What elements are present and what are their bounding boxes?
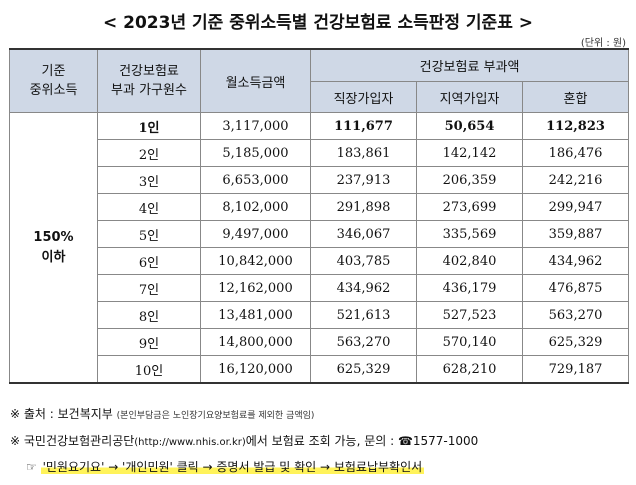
header-employee: 직장가입자 bbox=[310, 81, 417, 113]
table-row: 5인 9,497,000 346,067 335,569 359,887 bbox=[10, 220, 630, 248]
path-note: ☞ '민원요기요' → '개인민원' 클릭 → 증명서 발급 및 확인 → 보험… bbox=[26, 458, 425, 475]
cell-regional: 335,569 bbox=[416, 220, 523, 248]
page-title: < 2023년 기준 중위소득별 건강보험료 소득판정 기준표 > bbox=[102, 13, 534, 33]
cell-income: 5,185,000 bbox=[200, 139, 311, 167]
cell-mixed: 242,216 bbox=[521, 166, 630, 194]
cell-mixed: 112,823 bbox=[521, 112, 630, 140]
cell-income: 9,497,000 bbox=[200, 220, 311, 248]
cell-regional: 527,523 bbox=[416, 301, 523, 329]
menu-path-highlight: '민원요기요' → '개인민원' 클릭 → 증명서 발급 및 확인 → 보험료납… bbox=[40, 460, 425, 474]
cell-mixed: 434,962 bbox=[521, 247, 630, 275]
header-regional: 지역가입자 bbox=[416, 81, 523, 113]
cell-mixed: 729,187 bbox=[521, 355, 630, 384]
cell-income: 12,162,000 bbox=[200, 274, 311, 302]
cell-members: 4인 bbox=[97, 193, 201, 221]
cell-mixed: 299,947 bbox=[521, 193, 630, 221]
cell-mixed: 625,329 bbox=[521, 328, 630, 356]
cell-employee: 183,861 bbox=[310, 139, 417, 167]
header-mixed: 혼합 bbox=[521, 81, 630, 113]
cell-regional: 436,179 bbox=[416, 274, 523, 302]
cell-mixed: 476,875 bbox=[521, 274, 630, 302]
table-row: 3인 6,653,000 237,913 206,359 242,216 bbox=[10, 166, 630, 194]
inquiry-note: ※ 국민건강보험관리공단(http://www.nhis.or.kr)에서 보험… bbox=[10, 432, 478, 449]
cell-employee: 434,962 bbox=[310, 274, 417, 302]
cell-employee: 346,067 bbox=[310, 220, 417, 248]
cell-income: 3,117,000 bbox=[200, 112, 311, 140]
source-note: ※ 출처 : 보건복지부 (본인부담금은 노인장기요양보험료를 제외한 금액임) bbox=[10, 405, 314, 422]
header-monthly-income: 월소득금액 bbox=[200, 48, 311, 113]
table-row: 6인 10,842,000 403,785 402,840 434,962 bbox=[10, 247, 630, 275]
cell-mixed: 563,270 bbox=[521, 301, 630, 329]
cell-members: 10인 bbox=[97, 355, 201, 384]
cell-income: 8,102,000 bbox=[200, 193, 311, 221]
cell-income: 14,800,000 bbox=[200, 328, 311, 356]
cell-regional: 273,699 bbox=[416, 193, 523, 221]
table-row: 10인 16,120,000 625,329 628,210 729,187 bbox=[10, 355, 630, 384]
cell-income: 13,481,000 bbox=[200, 301, 311, 329]
group-label: 150% 이하 bbox=[9, 112, 98, 384]
cell-income: 6,653,000 bbox=[200, 166, 311, 194]
table-row: 8인 13,481,000 521,613 527,523 563,270 bbox=[10, 301, 630, 329]
table-row: 2인 5,185,000 183,861 142,142 186,476 bbox=[10, 139, 630, 167]
cell-members: 8인 bbox=[97, 301, 201, 329]
cell-mixed: 359,887 bbox=[521, 220, 630, 248]
cell-regional: 402,840 bbox=[416, 247, 523, 275]
header-median-income: 기준 중위소득 bbox=[9, 48, 98, 113]
cell-employee: 403,785 bbox=[310, 247, 417, 275]
cell-regional: 570,140 bbox=[416, 328, 523, 356]
cell-employee: 521,613 bbox=[310, 301, 417, 329]
cell-mixed: 186,476 bbox=[521, 139, 630, 167]
pointing-hand-icon: ☞ bbox=[26, 460, 41, 474]
table-row: 150% 이하 1인 3,117,000 111,677 50,654 112,823 bbox=[9, 112, 630, 384]
cell-income: 10,842,000 bbox=[200, 247, 311, 275]
cell-members: 5인 bbox=[97, 220, 201, 248]
cell-employee: 563,270 bbox=[310, 328, 417, 356]
cell-members: 7인 bbox=[97, 274, 201, 302]
header-household-members: 건강보험료 부과 가구원수 bbox=[97, 48, 201, 113]
cell-regional: 142,142 bbox=[416, 139, 523, 167]
unit-label: (단위 : 원) bbox=[580, 38, 626, 49]
cell-employee: 625,329 bbox=[310, 355, 417, 384]
cell-employee: 291,898 bbox=[310, 193, 417, 221]
cell-regional: 206,359 bbox=[416, 166, 523, 194]
nhis-url[interactable]: (http://www.nhis.or.kr) bbox=[134, 437, 246, 448]
cell-members: 1인 bbox=[97, 112, 201, 140]
source-small-note: (본인부담금은 노인장기요양보험료를 제외한 금액임) bbox=[116, 411, 315, 421]
cell-regional: 50,654 bbox=[416, 112, 523, 140]
cell-employee: 237,913 bbox=[310, 166, 417, 194]
cell-members: 6인 bbox=[97, 247, 201, 275]
income-criteria-table: 기준 중위소득 건강보험료 부과 가구원수 월소득금액 건강보험료 부과액 직장… bbox=[9, 48, 630, 384]
header-premium-group: 건강보험료 부과액 bbox=[309, 48, 630, 82]
table-row: 7인 12,162,000 434,962 436,179 476,875 bbox=[10, 274, 630, 302]
table-row: 4인 8,102,000 291,898 273,699 299,947 bbox=[10, 193, 630, 221]
source-prefix: ※ 출처 : 보건복지부 bbox=[10, 407, 113, 421]
cell-income: 16,120,000 bbox=[200, 355, 311, 384]
inquiry-prefix: ※ 국민건강보험관리공단 bbox=[10, 434, 135, 448]
cell-employee: 111,677 bbox=[310, 112, 417, 140]
cell-regional: 628,210 bbox=[416, 355, 523, 384]
inquiry-suffix: 에서 보험료 조회 가능, 문의 : ☎1577-1000 bbox=[245, 434, 479, 448]
table-row: 9인 14,800,000 563,270 570,140 625,329 bbox=[10, 328, 630, 356]
cell-members: 2인 bbox=[97, 139, 201, 167]
cell-members: 9인 bbox=[97, 328, 201, 356]
cell-members: 3인 bbox=[97, 166, 201, 194]
